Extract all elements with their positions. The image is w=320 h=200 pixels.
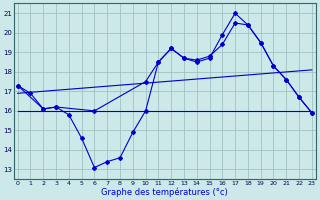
X-axis label: Graphe des températures (°c): Graphe des températures (°c)	[101, 187, 228, 197]
